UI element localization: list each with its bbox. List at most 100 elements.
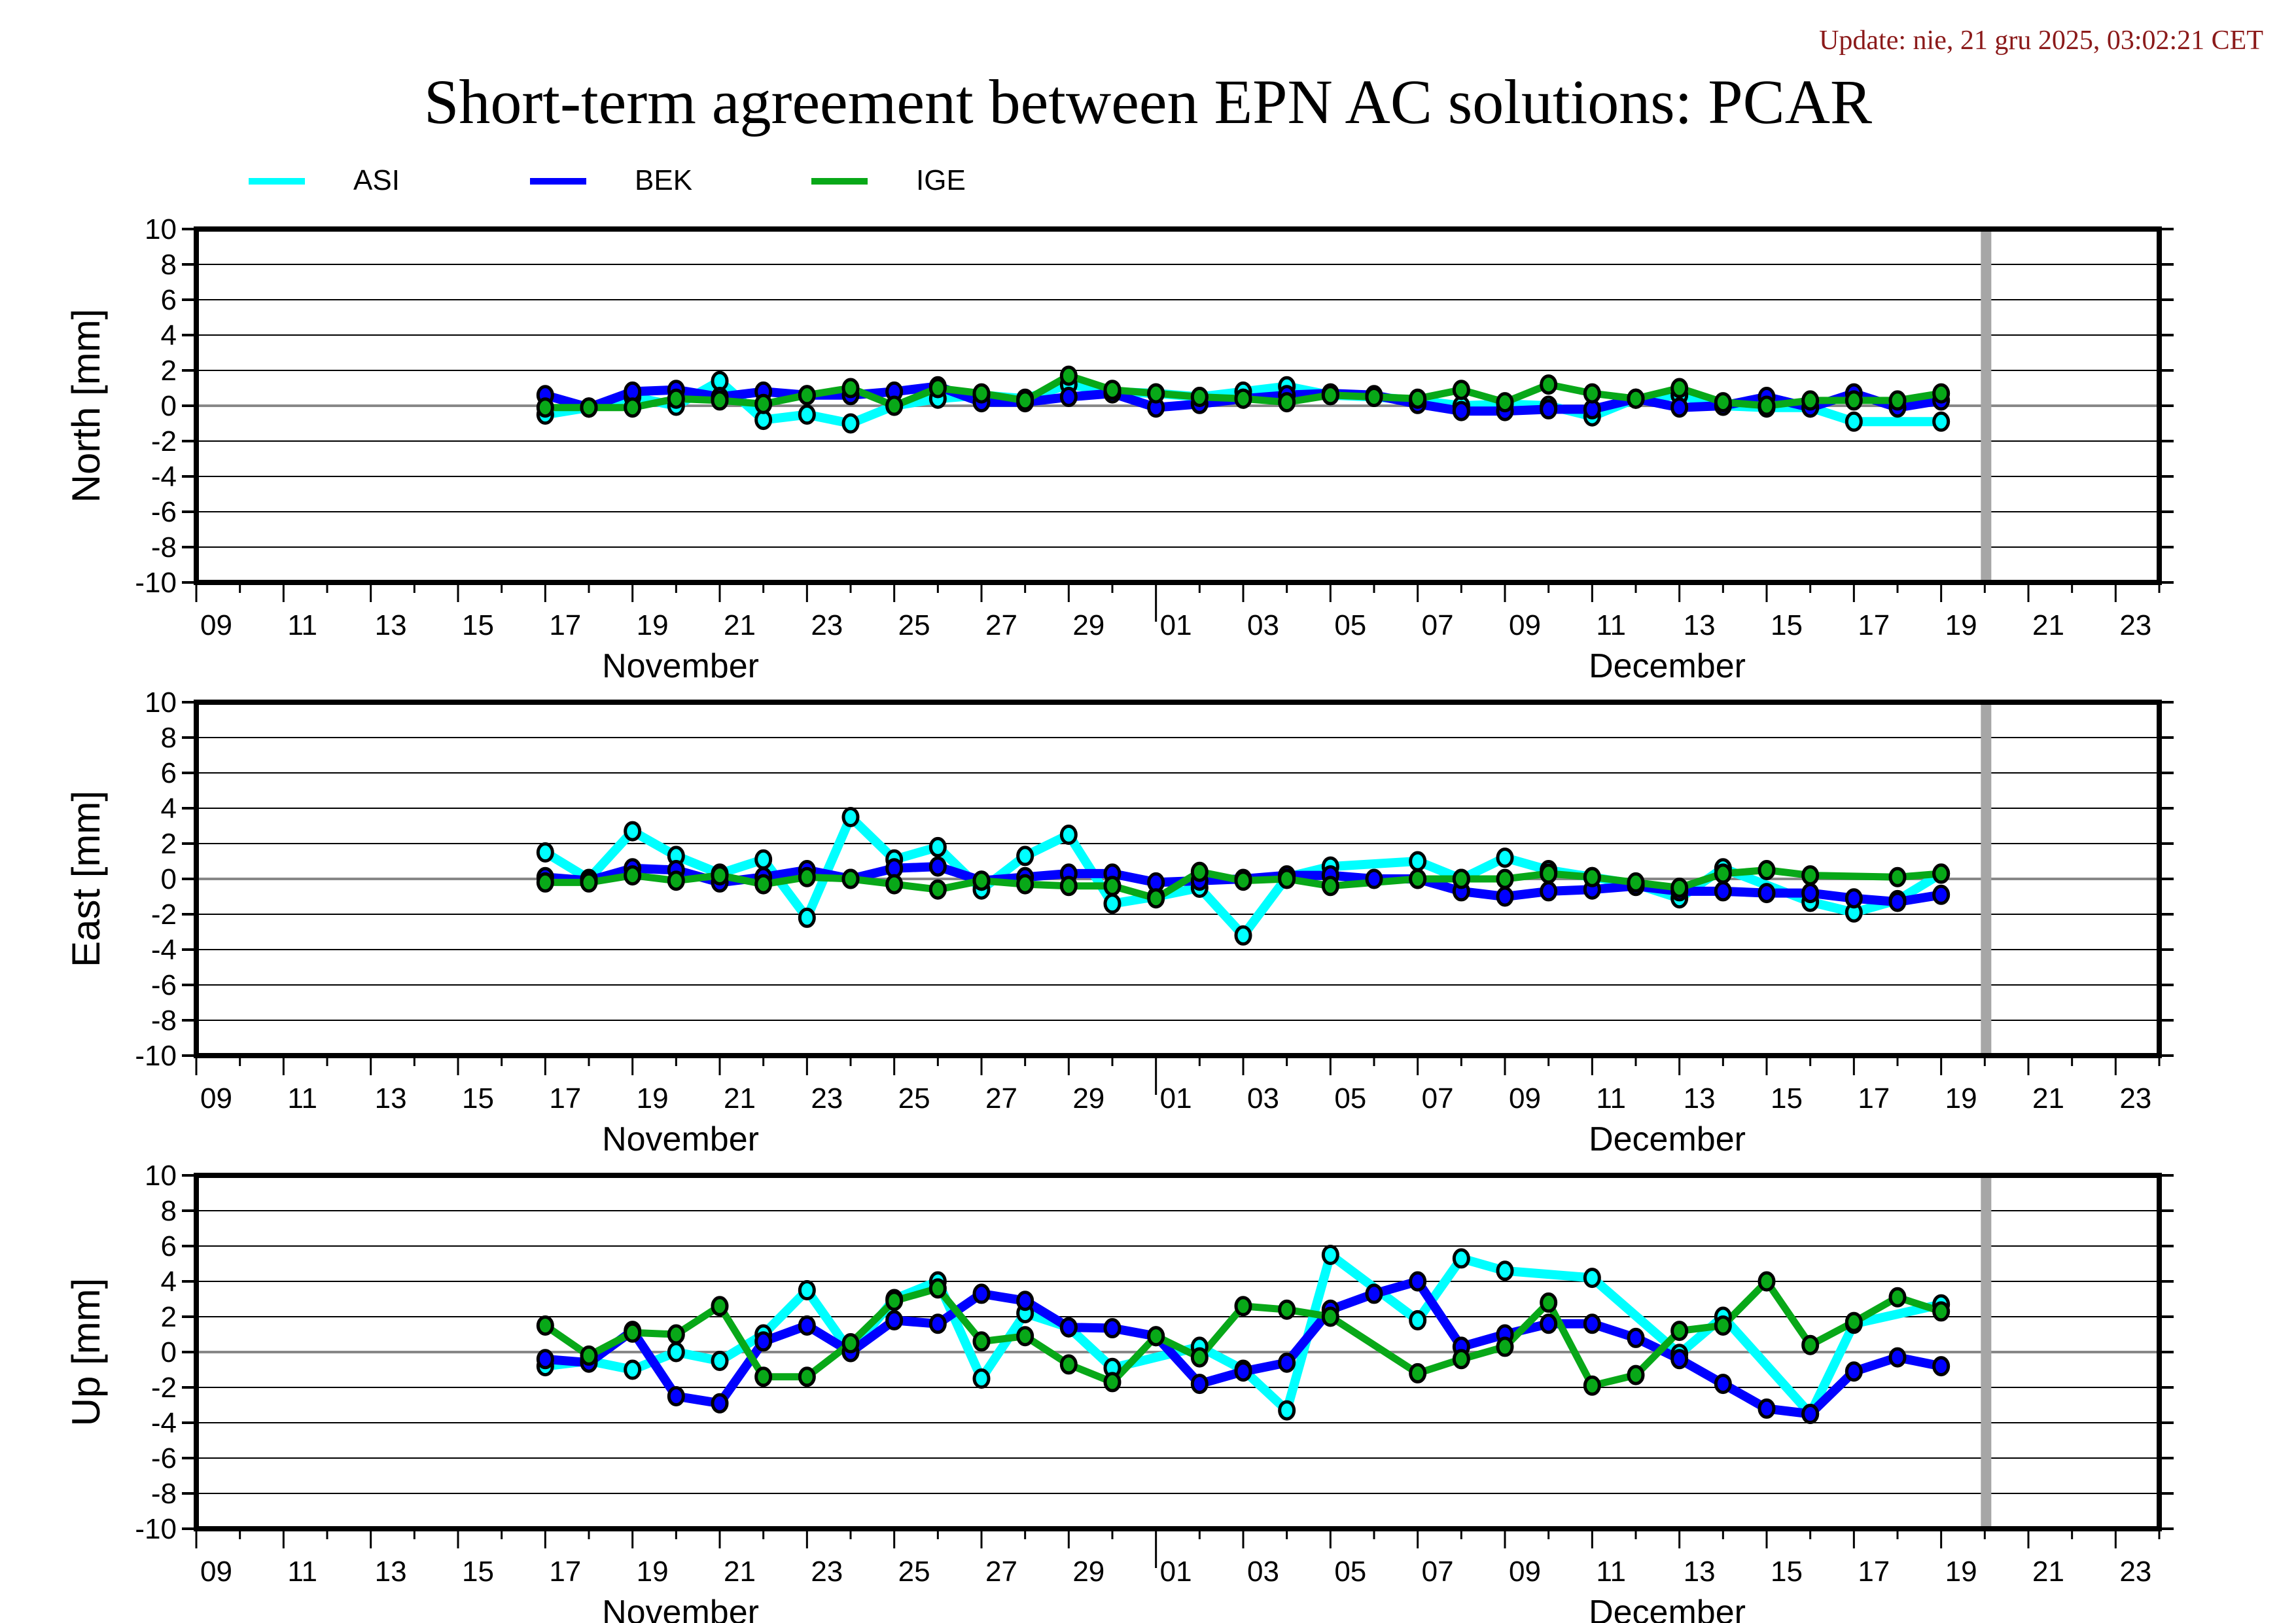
data-point-ige: [1103, 380, 1122, 401]
x-tick-label: 07: [1422, 1082, 1454, 1115]
data-point-ige: [1409, 388, 1427, 409]
y-tick-label: 2: [161, 1301, 177, 1333]
data-point-asi: [1932, 411, 1951, 432]
x-tick-label: 11: [287, 1556, 317, 1588]
y-tick-label: -6: [151, 1442, 177, 1474]
data-point-ige: [536, 1315, 554, 1336]
x-tick-label: 15: [1771, 1082, 1803, 1115]
data-point-bek: [1409, 1271, 1427, 1292]
plot-frame: [194, 226, 2162, 585]
data-point-ige: [1190, 1347, 1209, 1368]
y-tick-label: -10: [135, 567, 177, 599]
y-axis-label: Up [mm]: [64, 1278, 108, 1427]
y-tick-label: -6: [151, 969, 177, 1001]
x-tick-label: 13: [1684, 1082, 1716, 1115]
data-point-ige: [1452, 868, 1470, 889]
data-point-asi: [1452, 1248, 1470, 1269]
data-point-ige: [1234, 388, 1252, 409]
data-point-ige: [1932, 383, 1951, 404]
update-timestamp: Update: nie, 21 gru 2025, 03:02:21 CET: [1819, 26, 2263, 56]
x-tick-label: 05: [1334, 1556, 1366, 1588]
data-point-ige: [1190, 861, 1209, 882]
data-point-bek: [1801, 1404, 1820, 1424]
legend-swatch-bek: [530, 178, 586, 185]
y-tick-label: 6: [161, 1230, 177, 1262]
y-tick-label: -4: [151, 934, 177, 966]
data-point-ige: [1234, 870, 1252, 891]
x-tick-label: 21: [2032, 1556, 2064, 1588]
data-point-ige: [536, 872, 554, 893]
y-tick-label: -10: [135, 1040, 177, 1072]
data-point-ige: [841, 868, 860, 889]
data-point-ige: [754, 1366, 773, 1387]
data-point-ige: [580, 1345, 598, 1366]
data-point-bek: [1496, 886, 1514, 907]
x-tick-label: 17: [549, 1556, 581, 1588]
data-point-ige: [667, 870, 685, 891]
data-point-ige: [1103, 1372, 1122, 1393]
data-point-ige: [798, 866, 816, 887]
data-point-ige: [711, 390, 729, 411]
y-tick-label: -4: [151, 461, 177, 493]
data-point-ige: [1670, 378, 1689, 399]
data-point-ige: [1932, 1301, 1951, 1322]
y-tick-label: -10: [135, 1513, 177, 1545]
data-point-asi: [667, 1342, 685, 1363]
data-point-ige: [624, 1322, 642, 1343]
x-tick-label: 29: [1072, 1082, 1104, 1115]
data-point-bek: [1190, 1374, 1209, 1395]
data-point-bek: [1845, 888, 1863, 909]
data-point-ige: [754, 874, 773, 895]
data-point-asi: [798, 404, 816, 425]
x-tick-label: 29: [1072, 609, 1104, 641]
data-point-ige: [1757, 395, 1776, 416]
data-point-ige: [1016, 1326, 1034, 1347]
y-tick-label: -2: [151, 899, 177, 931]
data-point-bek: [667, 1386, 685, 1406]
x-tick-label: 21: [724, 609, 756, 641]
x-tick-label: 01: [1160, 1556, 1192, 1588]
data-point-bek: [1757, 1398, 1776, 1419]
x-tick-label: 19: [637, 609, 669, 641]
x-tick-label: 25: [898, 609, 930, 641]
x-tick-label: 23: [811, 609, 843, 641]
x-tick-label: 19: [1945, 1082, 1977, 1115]
x-tick-label: 15: [462, 1556, 494, 1588]
x-tick-label: 05: [1334, 1082, 1366, 1115]
data-point-ige: [885, 874, 904, 895]
data-point-bek: [1540, 881, 1558, 902]
data-point-bek: [1583, 1313, 1601, 1334]
data-point-asi: [1234, 925, 1252, 946]
data-point-ige: [1409, 868, 1427, 889]
data-point-asi: [536, 842, 554, 863]
x-tick-label: 17: [549, 1082, 581, 1115]
data-point-ige: [1234, 1296, 1252, 1317]
x-tick-label: 03: [1247, 1556, 1279, 1588]
data-point-asi: [1583, 1268, 1601, 1289]
data-point-ige: [754, 393, 773, 414]
data-point-bek: [1365, 1283, 1383, 1304]
x-tick-label: 17: [549, 609, 581, 641]
data-point-ige: [972, 383, 991, 404]
data-point-bek: [1714, 1374, 1732, 1395]
data-point-ige: [711, 1296, 729, 1317]
x-tick-label: 11: [1596, 609, 1626, 641]
x-tick-label: 01: [1160, 1082, 1192, 1115]
data-point-ige: [1059, 365, 1078, 386]
plot-frame: [194, 700, 2162, 1058]
x-tick-label: 05: [1334, 609, 1366, 641]
y-tick-label: -8: [151, 1478, 177, 1510]
data-point-ige: [1496, 392, 1514, 413]
data-point-ige: [1714, 1315, 1732, 1336]
data-point-ige: [1714, 863, 1732, 884]
x-tick-label: 13: [375, 1082, 407, 1115]
data-point-bek: [1714, 881, 1732, 902]
y-axis-label: East [mm]: [64, 791, 108, 967]
data-point-ige: [1540, 863, 1558, 884]
data-point-ige: [1365, 387, 1383, 407]
x-tick-label: 27: [985, 609, 1017, 641]
x-tick-label: 29: [1072, 1556, 1104, 1588]
x-tick-label: 15: [462, 1082, 494, 1115]
data-point-bek: [1670, 1349, 1689, 1370]
data-point-ige: [928, 879, 947, 900]
